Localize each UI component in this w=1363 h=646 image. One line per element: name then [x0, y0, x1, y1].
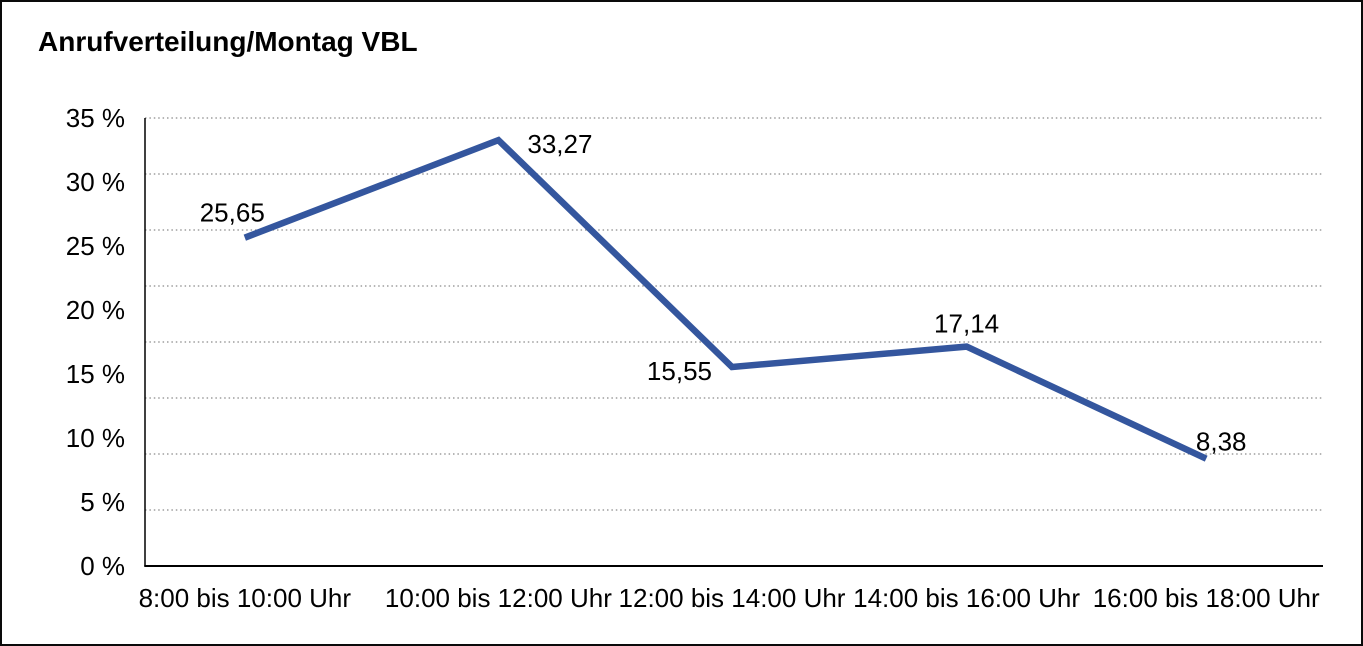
x-tick-label: 16:00 bis 18:00 Uhr	[1093, 583, 1320, 613]
x-tick-label: 14:00 bis 16:00 Uhr	[853, 583, 1080, 613]
data-point-label: 15,55	[647, 356, 712, 386]
y-tick-label: 0 %	[80, 551, 125, 581]
y-tick-label: 15 %	[66, 359, 125, 389]
y-tick-label: 30 %	[66, 167, 125, 197]
data-point-labels: 25,65 33,27 15,55 17,14 8,38	[200, 129, 1247, 457]
data-point-label: 17,14	[934, 309, 999, 339]
data-point-label: 8,38	[1196, 427, 1247, 457]
data-point-label: 33,27	[527, 129, 592, 159]
y-tick-label: 5 %	[80, 487, 125, 517]
x-tick-label: 10:00 bis 12:00 Uhr	[385, 583, 612, 613]
x-axis-labels: 8:00 bis 10:00 Uhr 10:00 bis 12:00 Uhr 12:…	[139, 583, 1320, 613]
chart-title: Anrufverteilung/Montag VBL	[38, 26, 418, 57]
y-tick-label: 25 %	[66, 231, 125, 261]
y-tick-label: 35 %	[66, 103, 125, 133]
y-tick-label: 20 %	[66, 295, 125, 325]
gridlines	[145, 117, 1323, 511]
data-line	[243, 136, 1208, 462]
data-point-label: 25,65	[200, 198, 265, 228]
y-axis-labels: 0 % 5 % 10 % 15 % 20 % 25 % 30 % 35 %	[66, 103, 125, 581]
x-tick-label: 12:00 bis 14:00 Uhr	[619, 583, 846, 613]
y-tick-label: 10 %	[66, 423, 125, 453]
x-tick-label: 8:00 bis 10:00 Uhr	[139, 583, 352, 613]
